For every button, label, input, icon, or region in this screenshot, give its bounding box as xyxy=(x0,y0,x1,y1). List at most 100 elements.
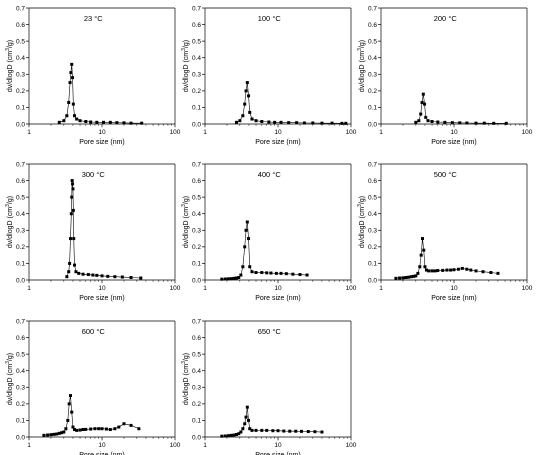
y-tick-label: 0.3 xyxy=(192,228,201,235)
data-point xyxy=(78,119,82,123)
data-point xyxy=(433,269,437,273)
data-point xyxy=(232,433,236,437)
data-point xyxy=(117,425,121,429)
data-point xyxy=(74,270,78,274)
data-point xyxy=(106,274,110,278)
data-point xyxy=(220,277,224,281)
y-tick-label: 0.5 xyxy=(16,38,25,45)
y-tick-label: 0.3 xyxy=(192,72,201,79)
data-point xyxy=(423,265,427,269)
y-tick-label: 0.1 xyxy=(192,105,201,112)
y-tick-label: 0.6 xyxy=(368,178,377,185)
x-tick-label: 10 xyxy=(98,129,106,136)
data-point xyxy=(423,102,427,106)
data-point xyxy=(250,270,254,274)
y-axis-label: dv/dlogD (cm3/g) xyxy=(5,196,14,248)
x-tick-label: 1 xyxy=(27,129,31,136)
data-point xyxy=(73,263,76,267)
data-point xyxy=(122,121,126,125)
series-line xyxy=(415,94,507,124)
y-tick-label: 0.7 xyxy=(192,318,201,325)
data-point xyxy=(288,429,292,433)
y-tick-label: 0.0 xyxy=(192,277,201,284)
y-tick-label: 0.7 xyxy=(16,318,25,325)
y-tick-label: 0.4 xyxy=(368,211,377,218)
panel-title: 500 °C xyxy=(434,170,458,179)
data-point xyxy=(100,274,104,278)
data-point xyxy=(274,271,278,275)
y-tick-label: 0.6 xyxy=(16,335,25,342)
y-tick-label: 0.6 xyxy=(368,22,377,29)
data-point xyxy=(279,271,283,275)
x-tick-label: 100 xyxy=(522,129,533,136)
y-tick-label: 0.5 xyxy=(368,38,377,45)
y-tick-label: 0.5 xyxy=(192,194,201,201)
data-point xyxy=(64,427,68,431)
y-tick-label: 0.4 xyxy=(368,55,377,62)
panel-7: 0.0 0.1 0.2 0.3 0.4 0.5 0.6 0.7 1 10 100 Pore size … xyxy=(181,318,357,455)
y-tick-label: 0.2 xyxy=(16,401,25,408)
data-point xyxy=(243,245,247,249)
data-point xyxy=(229,433,233,437)
x-axis-label: Pore size (nm) xyxy=(79,452,125,455)
data-point xyxy=(430,269,434,273)
data-point xyxy=(436,120,440,124)
data-point xyxy=(300,429,304,433)
data-point xyxy=(298,273,302,277)
y-axis-label: dv/dlogD (cm3/g) xyxy=(181,353,190,405)
data-point xyxy=(86,273,90,277)
panel-3: 0.0 0.1 0.2 0.3 0.4 0.5 0.6 0.7 1 10 100 Pore size … xyxy=(5,161,181,302)
data-point xyxy=(254,428,258,432)
data-point xyxy=(291,272,295,276)
data-point xyxy=(260,271,264,275)
data-point xyxy=(67,270,71,274)
y-axis-label: dv/dlogD (cm3/g) xyxy=(357,196,366,248)
y-tick-label: 0.3 xyxy=(16,228,25,235)
data-point xyxy=(60,431,64,435)
x-tick-label: 10 xyxy=(98,442,106,449)
x-tick-label: 100 xyxy=(346,285,357,292)
data-point xyxy=(269,271,273,275)
data-point xyxy=(421,92,425,96)
y-tick-label: 0.3 xyxy=(368,228,377,235)
data-point xyxy=(77,271,81,275)
x-tick-label: 1 xyxy=(27,442,31,449)
data-point xyxy=(248,110,252,114)
data-point xyxy=(469,268,473,272)
x-tick-label: 1 xyxy=(379,129,383,136)
y-tick-label: 0.7 xyxy=(192,5,201,12)
data-point xyxy=(344,121,348,125)
panel-1: 0.0 0.1 0.2 0.3 0.4 0.5 0.6 0.7 1 10 100 Pore size … xyxy=(181,5,357,146)
data-point xyxy=(65,275,69,279)
y-tick-label: 0.4 xyxy=(16,368,25,375)
x-tick-label: 1 xyxy=(203,285,207,292)
data-point xyxy=(422,248,426,252)
y-tick-label: 0.7 xyxy=(16,161,25,168)
data-point xyxy=(71,425,75,429)
x-tick-label: 100 xyxy=(170,285,181,292)
data-point xyxy=(424,115,428,119)
y-tick-label: 0.0 xyxy=(192,121,201,128)
data-point xyxy=(412,274,416,278)
data-point xyxy=(68,237,72,241)
data-point xyxy=(456,267,460,271)
data-point xyxy=(441,268,445,272)
data-point xyxy=(57,120,61,124)
x-axis-label: Pore size (nm) xyxy=(255,295,301,302)
x-tick-label: 10 xyxy=(274,129,282,136)
data-point xyxy=(91,273,95,277)
series-line xyxy=(221,221,308,280)
data-point xyxy=(404,276,408,280)
panel-title: 100 °C xyxy=(258,14,282,23)
data-point xyxy=(407,275,411,279)
data-point xyxy=(70,410,74,414)
y-tick-label: 0.4 xyxy=(192,55,201,62)
data-point xyxy=(100,427,104,431)
y-axis-label: dv/dlogD (cm3/g) xyxy=(5,353,14,405)
y-tick-label: 0.0 xyxy=(192,434,201,441)
x-tick-label: 10 xyxy=(274,285,282,292)
y-tick-label: 0.2 xyxy=(368,88,377,95)
data-point xyxy=(474,121,478,125)
data-point xyxy=(427,269,431,273)
data-point xyxy=(445,268,449,272)
